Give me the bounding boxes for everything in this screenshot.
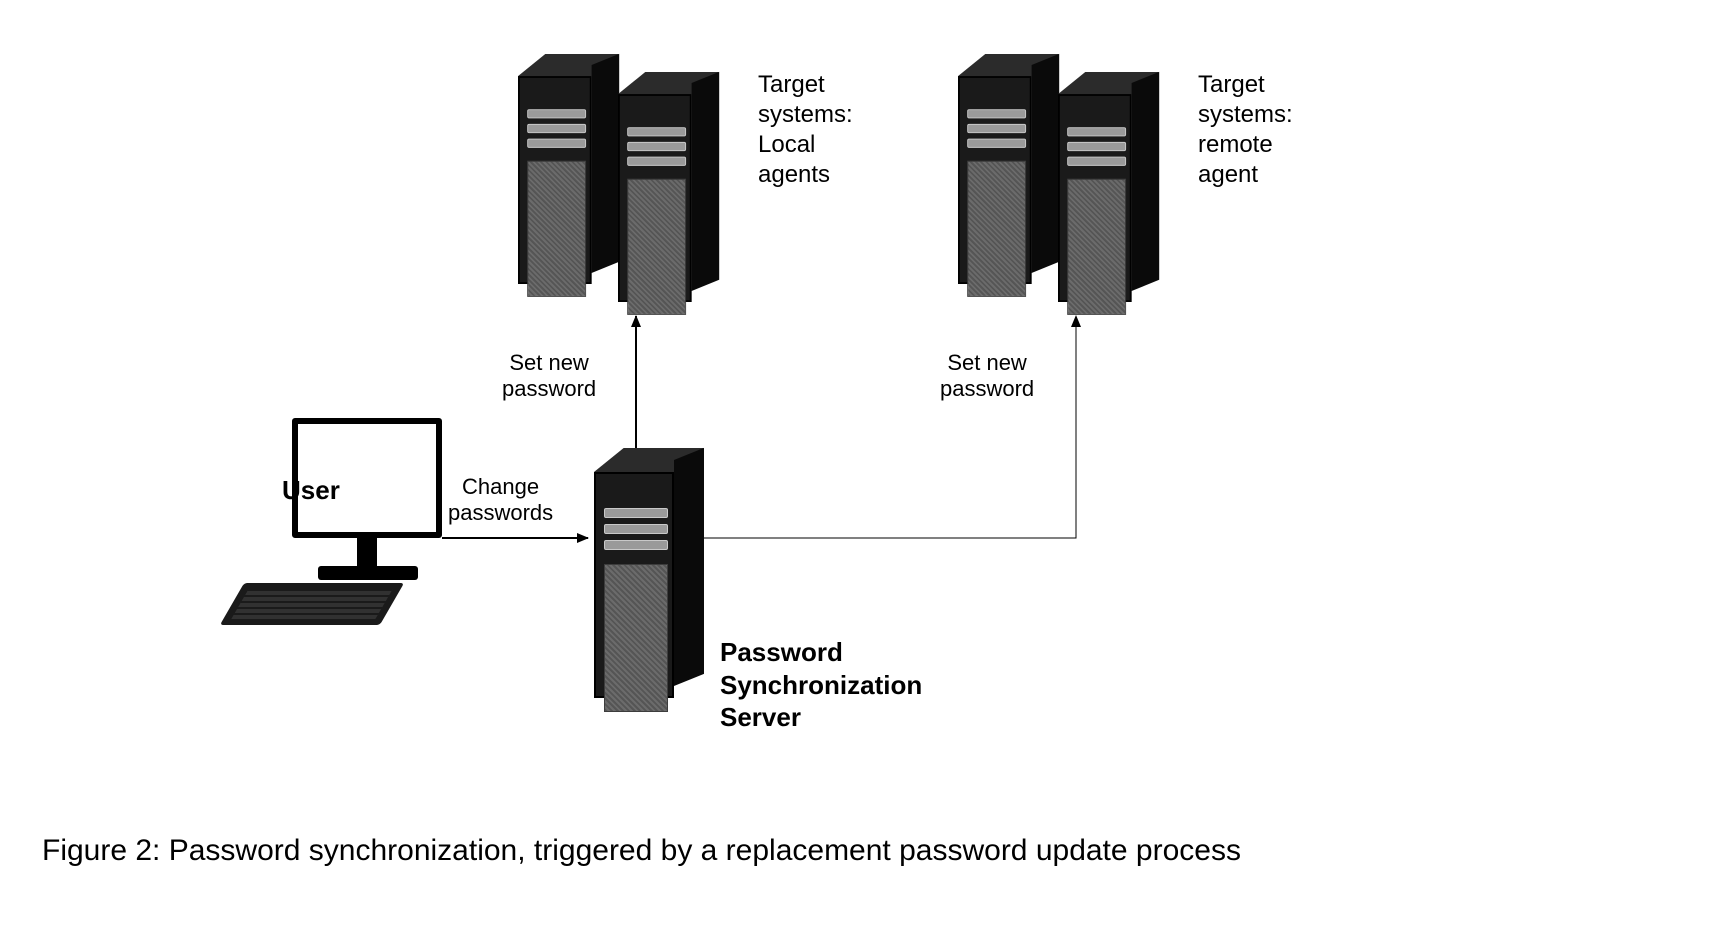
edge-user-to-sync-label: Change passwords — [448, 474, 553, 527]
node-remote-agent-server-b — [1058, 72, 1159, 302]
keyboard-icon — [220, 583, 404, 625]
monitor-base-icon — [318, 566, 418, 580]
node-remote-agent-label: Target systems: remote agent — [1198, 70, 1293, 190]
edge-sync-to-remote-label: Set new password — [940, 350, 1034, 403]
node-local-agents-server-a — [518, 54, 619, 284]
node-user-label: User — [282, 474, 340, 507]
figure-caption: Figure 2: Password synchronization, trig… — [42, 834, 1241, 868]
node-sync-server-label: Password Synchronization Server — [720, 636, 922, 734]
node-local-agents-server-b — [618, 72, 719, 302]
node-local-agents-label: Target systems: Local agents — [758, 70, 853, 190]
node-remote-agent-server-a — [958, 54, 1059, 284]
edge-sync-to-local-label: Set new password — [502, 350, 596, 403]
diagram-canvas: User Password Synchronization Server Tar… — [0, 0, 1733, 939]
node-user — [232, 418, 452, 638]
monitor-stand-icon — [357, 538, 377, 568]
node-sync-server — [594, 448, 704, 698]
